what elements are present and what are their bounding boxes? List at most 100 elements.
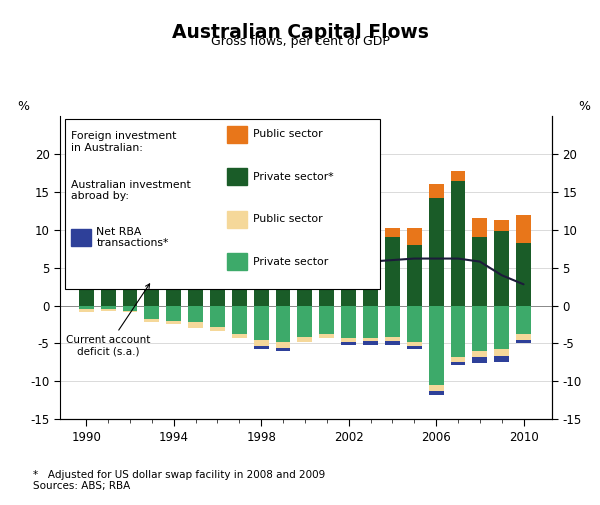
Bar: [494, 356, 509, 362]
Bar: [227, 211, 247, 228]
Bar: [363, 236, 378, 306]
Bar: [298, 241, 313, 306]
Bar: [188, 322, 203, 328]
Bar: [472, 306, 487, 351]
Bar: [254, 345, 269, 348]
Bar: [188, 261, 203, 268]
Bar: [227, 168, 247, 185]
Bar: [385, 337, 400, 341]
Bar: [145, 271, 159, 273]
Bar: [210, 327, 225, 330]
Bar: [428, 184, 443, 198]
Bar: [122, 306, 137, 311]
Bar: [407, 228, 422, 245]
Bar: [472, 357, 487, 363]
Bar: [275, 342, 290, 348]
Bar: [232, 246, 247, 306]
Bar: [65, 119, 380, 289]
Text: Gross flows, per cent of GDP: Gross flows, per cent of GDP: [211, 35, 389, 48]
Bar: [227, 126, 247, 143]
Bar: [79, 309, 94, 312]
Text: Australian Capital Flows: Australian Capital Flows: [172, 23, 428, 42]
Bar: [275, 348, 290, 351]
Bar: [451, 357, 466, 362]
Bar: [428, 198, 443, 306]
Bar: [341, 230, 356, 233]
Bar: [145, 306, 159, 319]
Bar: [319, 334, 334, 338]
Bar: [188, 306, 203, 322]
Bar: [275, 230, 290, 236]
Bar: [101, 274, 116, 277]
Bar: [79, 268, 94, 306]
Bar: [71, 229, 91, 246]
Bar: [451, 362, 466, 366]
Bar: [210, 254, 225, 259]
Bar: [101, 309, 116, 311]
Bar: [122, 280, 137, 306]
Bar: [516, 340, 531, 342]
Text: Public sector: Public sector: [253, 214, 322, 224]
Bar: [363, 306, 378, 338]
Bar: [516, 215, 531, 243]
Text: %: %: [17, 100, 29, 113]
Bar: [341, 338, 356, 342]
Bar: [298, 306, 313, 337]
Bar: [101, 306, 116, 309]
Bar: [166, 264, 181, 268]
Bar: [385, 341, 400, 345]
Bar: [451, 306, 466, 357]
Text: Private sector*: Private sector*: [253, 172, 334, 182]
Bar: [341, 342, 356, 345]
Bar: [428, 385, 443, 391]
Bar: [407, 245, 422, 306]
Bar: [319, 250, 334, 306]
Bar: [451, 171, 466, 180]
Text: Australian investment
abroad by:: Australian investment abroad by:: [71, 180, 191, 201]
Bar: [385, 306, 400, 337]
Bar: [341, 306, 356, 338]
Bar: [407, 342, 422, 345]
Bar: [341, 233, 356, 306]
Bar: [188, 268, 203, 306]
Bar: [385, 237, 400, 306]
Bar: [79, 306, 94, 309]
Bar: [275, 306, 290, 342]
Bar: [101, 277, 116, 306]
Bar: [494, 220, 509, 231]
Bar: [407, 345, 422, 349]
Bar: [122, 279, 137, 280]
Bar: [516, 243, 531, 306]
Bar: [232, 306, 247, 334]
Bar: [166, 306, 181, 321]
Bar: [254, 226, 269, 306]
Bar: [275, 236, 290, 306]
Bar: [145, 319, 159, 322]
Bar: [385, 228, 400, 237]
Text: Public sector: Public sector: [253, 129, 322, 139]
Bar: [254, 339, 269, 345]
Bar: [516, 306, 531, 334]
Text: Private sector: Private sector: [253, 257, 328, 267]
Bar: [298, 337, 313, 342]
Bar: [232, 334, 247, 338]
Bar: [428, 391, 443, 395]
Bar: [494, 231, 509, 306]
Bar: [232, 242, 247, 246]
Bar: [472, 351, 487, 357]
Text: %: %: [578, 100, 590, 113]
Bar: [363, 341, 378, 345]
Bar: [516, 334, 531, 340]
Bar: [79, 262, 94, 268]
Text: *   Adjusted for US dollar swap facility in 2008 and 2009: * Adjusted for US dollar swap facility i…: [33, 470, 325, 480]
Bar: [494, 306, 509, 349]
Bar: [319, 246, 334, 250]
Bar: [494, 349, 509, 356]
Bar: [407, 306, 422, 342]
Bar: [166, 321, 181, 324]
Bar: [166, 268, 181, 306]
Bar: [363, 230, 378, 236]
Bar: [210, 259, 225, 306]
Bar: [254, 220, 269, 226]
Text: Sources: ABS; RBA: Sources: ABS; RBA: [33, 481, 130, 491]
